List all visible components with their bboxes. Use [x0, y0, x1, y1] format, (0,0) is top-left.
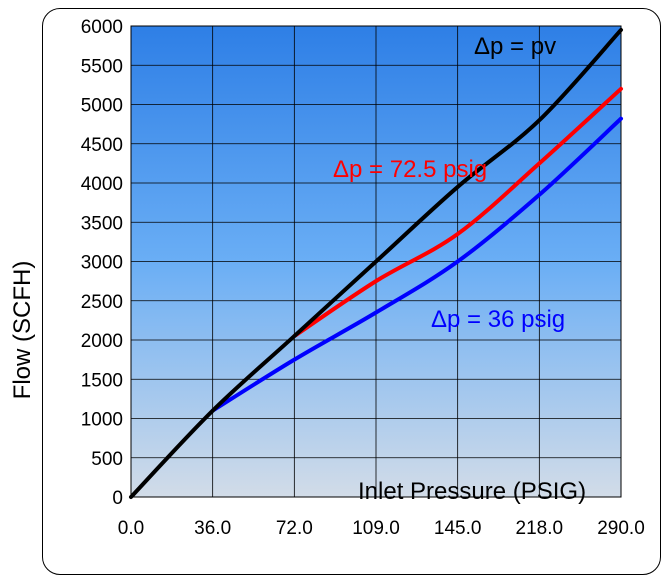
y-tick-label: 2500 [81, 292, 123, 313]
annotation-dp-pv: Δp = pv [474, 33, 556, 60]
tick-labels: 0 500 1000 1500 2000 2500 3000 3500 4000 4500 5000… [81, 17, 645, 539]
series-line-dp-pv [129, 27, 623, 499]
annotation-dp-72-5: Δp = 72.5 psig [333, 156, 487, 183]
series-layer [129, 27, 623, 499]
y-axis-title: Flow (SCFH) [9, 261, 36, 400]
x-tick-label: 72.0 [276, 518, 313, 539]
x-tick-label: 0.0 [118, 518, 144, 539]
annotation-dp-36: Δp = 36 psig [431, 306, 565, 333]
series-line-dp-36 [210, 116, 623, 413]
y-tick-label: 2000 [81, 331, 123, 352]
y-tick-label: 6000 [81, 17, 123, 38]
y-tick-label: 3000 [81, 253, 123, 274]
x-tick-label: 36.0 [194, 518, 231, 539]
y-tick-label: 5000 [81, 96, 123, 117]
y-tick-label: 500 [91, 449, 123, 470]
y-tick-label: 3500 [81, 213, 123, 234]
x-tick-label: 290.0 [597, 518, 645, 539]
y-tick-label: 5500 [81, 56, 123, 77]
y-tick-label: 4500 [81, 135, 123, 156]
y-tick-label: 4000 [81, 174, 123, 195]
y-tick-label: 1000 [81, 410, 123, 431]
x-tick-label: 145.0 [434, 518, 482, 539]
series-line-dp-72-5 [292, 86, 623, 339]
x-tick-label: 218.0 [516, 518, 564, 539]
x-tick-label: 109.0 [352, 518, 400, 539]
plot-border [130, 25, 622, 498]
y-tick-label: 0 [112, 488, 123, 509]
x-axis-title: Inlet Pressure (PSIG) [358, 478, 586, 505]
y-tick-label: 1500 [81, 370, 123, 391]
